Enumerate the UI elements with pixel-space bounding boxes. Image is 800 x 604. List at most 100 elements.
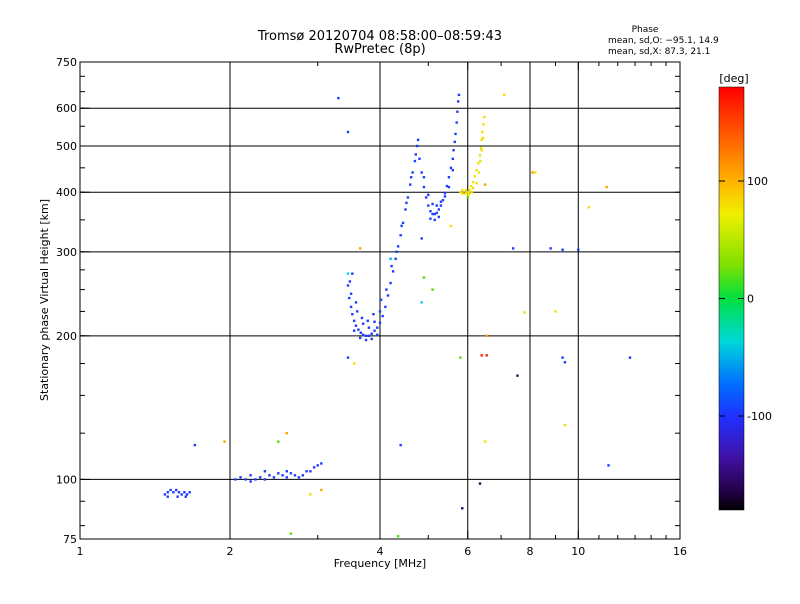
data-point — [359, 331, 362, 334]
colorbar-tick-label: 100 — [747, 175, 768, 188]
data-point — [437, 208, 441, 211]
data-point — [607, 464, 610, 467]
data-point — [175, 488, 178, 492]
colorbar-tick-label: -100 — [747, 410, 772, 423]
data-point — [461, 192, 464, 195]
data-point — [435, 211, 438, 215]
data-point — [414, 153, 418, 156]
data-point — [289, 472, 293, 475]
data-point — [445, 184, 449, 188]
data-point — [391, 270, 395, 273]
data-point — [427, 193, 430, 197]
colorbar-ticks: 100 0 -100 — [719, 175, 772, 423]
data-point — [352, 319, 356, 323]
y-axis-label: Stationary phase Virtual Height [km] — [38, 199, 51, 401]
data-point — [418, 157, 421, 161]
data-point — [482, 123, 485, 126]
data-point — [370, 337, 373, 341]
data-point — [453, 140, 456, 144]
data-point — [413, 159, 417, 163]
data-point — [554, 310, 557, 313]
data-point — [485, 354, 488, 357]
chart-title: Tromsø 20120704 08:58:00–08:59:43 — [257, 29, 502, 44]
data-point — [628, 356, 632, 359]
data-point — [184, 495, 187, 498]
data-point — [390, 264, 393, 268]
y-tick-label: 400 — [56, 186, 77, 199]
data-point — [309, 493, 312, 496]
data-point — [464, 192, 468, 195]
data-point — [437, 215, 441, 219]
data-point — [351, 312, 354, 316]
data-point — [399, 234, 402, 237]
data-point — [561, 356, 564, 359]
data-point — [452, 148, 455, 152]
data-point — [420, 301, 423, 304]
data-point — [449, 224, 453, 228]
data-point — [355, 310, 359, 313]
data-point — [587, 206, 591, 209]
x-tick-label: 10 — [571, 545, 585, 558]
data-point — [337, 96, 340, 100]
data-point — [478, 482, 482, 485]
data-point — [358, 247, 362, 250]
data-point — [381, 314, 384, 318]
data-point — [234, 478, 237, 481]
phase-mean-x: mean, sd,X: 87.3, 21.1 — [608, 47, 710, 57]
x-tick-label: 4 — [377, 545, 384, 558]
data-point — [471, 186, 475, 190]
data-point — [479, 146, 483, 150]
data-point — [293, 474, 297, 477]
data-point — [180, 493, 183, 496]
data-point — [563, 423, 567, 427]
data-point — [435, 204, 438, 207]
data-point — [431, 288, 434, 291]
y-tick-label: 500 — [56, 140, 77, 153]
data-point — [439, 204, 443, 207]
data-point — [478, 154, 482, 157]
data-point — [188, 491, 191, 494]
data-point — [456, 100, 460, 103]
data-point — [396, 245, 400, 248]
x-tick-label: 6 — [464, 545, 471, 558]
data-point — [466, 191, 469, 194]
data-point — [378, 321, 382, 324]
data-point — [320, 488, 323, 492]
y-axis-ticks: 75 100 200 300 400 500 600 750 — [56, 56, 680, 546]
data-point — [309, 470, 312, 473]
data-point — [456, 110, 459, 113]
data-point — [394, 257, 397, 261]
data-point — [404, 208, 407, 211]
data-point — [466, 196, 469, 199]
data-point — [360, 316, 364, 320]
data-point — [561, 248, 564, 251]
data-point — [364, 338, 368, 342]
data-point — [523, 311, 526, 314]
y-tick-label: 750 — [56, 56, 77, 69]
data-point — [449, 166, 453, 170]
data-point — [422, 276, 426, 279]
data-point — [354, 324, 358, 327]
data-point — [468, 192, 471, 195]
data-point — [401, 221, 405, 225]
data-point — [461, 188, 464, 192]
data-point — [193, 443, 197, 447]
data-point — [301, 474, 305, 477]
data-point — [415, 144, 419, 148]
data-point — [367, 334, 371, 338]
data-point — [480, 354, 483, 357]
phase-heading: Phase — [632, 25, 659, 35]
data-point — [399, 443, 402, 447]
data-point — [185, 493, 189, 496]
data-point — [447, 185, 451, 189]
data-point — [361, 322, 365, 325]
data-point — [477, 171, 481, 174]
data-point — [406, 196, 410, 199]
data-point — [373, 329, 376, 332]
y-tick-label: 75 — [63, 533, 77, 546]
x-tick-label: 1 — [77, 545, 84, 558]
data-point — [349, 305, 353, 309]
data-point — [480, 148, 483, 152]
data-point — [367, 326, 371, 329]
data-point — [405, 201, 408, 205]
